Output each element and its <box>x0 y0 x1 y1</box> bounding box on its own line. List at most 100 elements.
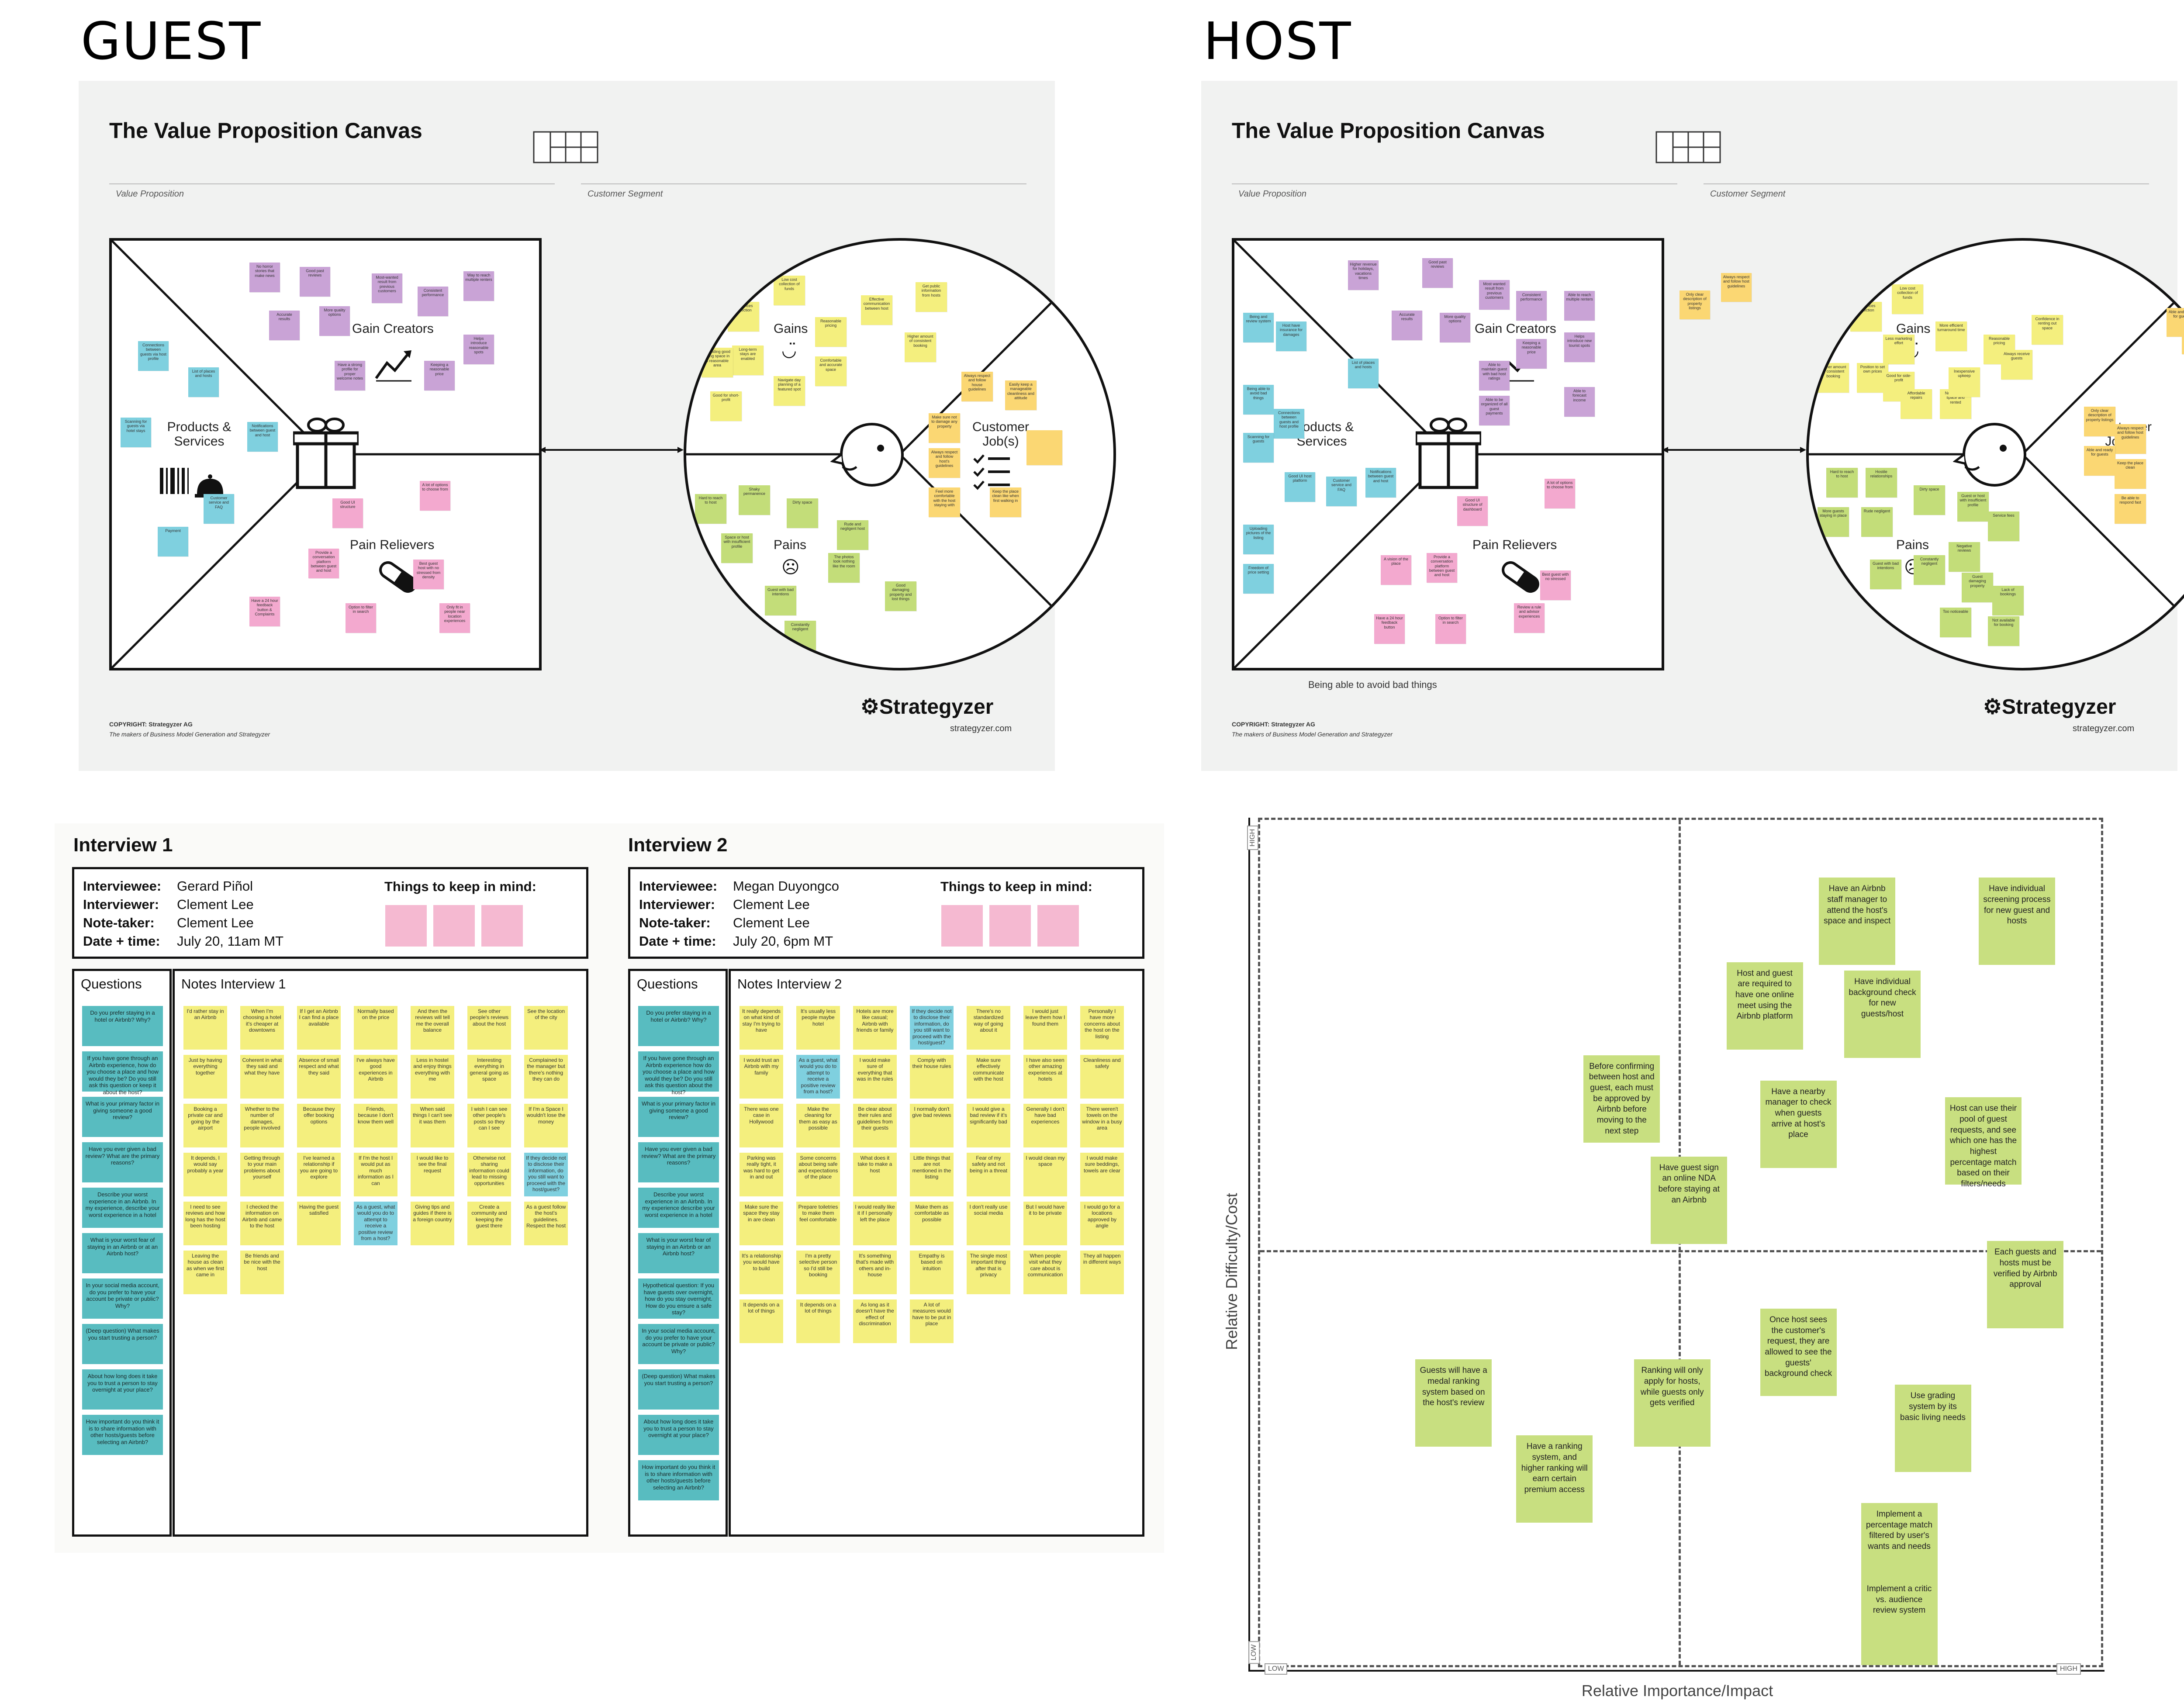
sticky-note-pains-c: Hostile relationships <box>1866 468 1897 498</box>
note-sticky: As a guest, what would you do to attempt… <box>354 1202 397 1245</box>
idea-sticky: Ranking will only apply for hosts, while… <box>1634 1359 1711 1447</box>
note-sticky: It depends on a lot of things <box>796 1299 840 1343</box>
interview1-title: Interview 1 <box>73 834 173 856</box>
strategyzer-url: strategyzer.com <box>950 724 1012 733</box>
gain-creators-label: Gain Creators <box>1475 321 1556 336</box>
sticky-note-pains-c: Rude negligent <box>1861 507 1893 537</box>
note-sticky: I've learned a relationship if you are g… <box>297 1153 341 1196</box>
customer-segment-label: Customer Segment <box>1710 189 1786 199</box>
note-sticky: I would go for a locations approved by a… <box>1080 1202 1124 1245</box>
note-sticky: When I'm choosing a hotel it's cheaper a… <box>240 1006 284 1050</box>
guest-value-proposition-canvas: The Value Proposition Canvas Value Propo… <box>79 81 1116 771</box>
fit-arrows <box>539 447 684 453</box>
sticky-note-gains-c: Less marketing effort <box>1883 335 1914 364</box>
date-label: Date + time: <box>639 933 716 949</box>
sticky-note-pains-c: Too noticeable <box>1940 608 1971 637</box>
sticky-note-gain: No horror stories that make news <box>249 263 280 292</box>
gains-label: Gains <box>1896 321 1931 336</box>
sticky-note-product: Good UI host platform <box>1285 472 1315 502</box>
sticky-note-pain-rel: Review a rule and advisor experiences <box>1514 603 1545 633</box>
customer-profile-circle: Gains Customer Job(s) Pains ◡̈ ☹ Low cos… <box>684 238 1116 670</box>
note-sticky: Getting through to your main problems ab… <box>240 1153 284 1196</box>
question-card: What is your primary factor in giving so… <box>82 1097 163 1137</box>
interviewee-label: Interviewee: <box>83 878 162 894</box>
note-sticky: Some concerns about being safe and expec… <box>796 1153 840 1196</box>
question-card: Do you prefer staying in a hotel or Airb… <box>82 1006 163 1046</box>
sticky-note-pains-c: Guest damaging property <box>1962 573 1993 602</box>
sticky-note-product: Customer service and FAQ <box>204 494 234 524</box>
notes-heading: Notes Interview 1 <box>181 976 286 992</box>
sticky-note-product: Notifications between guest and host <box>1365 468 1396 498</box>
sticky-note-pain-rel: Good UI structure <box>332 498 363 528</box>
x-high-tag: HIGH <box>2056 1663 2081 1675</box>
sticky-note-gain: Have a strong profile for proper welcome… <box>335 361 365 390</box>
note-sticky: Having the guest satisfied <box>297 1202 341 1245</box>
sticky-note-jobs-extra: Keep the place clean <box>2182 325 2184 354</box>
note-sticky: I normally don't give bad reviews <box>910 1104 954 1147</box>
sticky-note-jobs-extra: Always respect and follow host guideline… <box>1721 273 1752 302</box>
idea-sticky: Implement a percentage match filtered by… <box>1861 1503 1938 1591</box>
sticky-note-gains-c: Providing good living space in a reasona… <box>702 348 733 377</box>
interview2-info: Interviewee: Megan Duyongco Interviewer: C… <box>628 867 1144 959</box>
question-card: Describe your worst experience in an Air… <box>82 1188 163 1228</box>
customer-face-icon <box>830 423 904 487</box>
note-sticky: Coherent in what they said and what they… <box>240 1055 284 1099</box>
note-sticky: See the location of the city <box>524 1006 568 1050</box>
value-map-square: Gain Creators Products & Services Pain R… <box>1232 238 1664 670</box>
sticky-note-pains-c: Lack of bookings <box>1992 586 2024 615</box>
note-sticky: Friends, because I don't know them well <box>354 1104 397 1147</box>
note-sticky: I would like to see the final request <box>411 1153 454 1196</box>
idea-sticky: Have a nearby manager to check when gues… <box>1760 1080 1837 1168</box>
sticky-note-pains-c: Dirty space <box>787 498 818 528</box>
note-sticky: There weren't towels on the window in a … <box>1080 1104 1124 1147</box>
sticky-note-product: Scanning for guests via hotel stays <box>121 418 151 447</box>
interviewee-value: Gerard Piñol <box>177 878 253 894</box>
question-card: In your social media account, do you pre… <box>82 1279 163 1319</box>
note-sticky: Be friends and be nice with the host <box>240 1251 284 1294</box>
idea-sticky: Have a ranking system, and higher rankin… <box>1516 1435 1593 1523</box>
matrix-horizontal-divider <box>1260 1250 2101 1252</box>
sticky-note-pains-c: Guest with bad intentions <box>765 586 796 615</box>
gain-creators-label: Gain Creators <box>352 321 434 336</box>
note-sticky: If I get an Airbnb I can find a place av… <box>297 1006 341 1050</box>
sticky-note-pains-c: Guest with bad intentions <box>1870 560 1901 589</box>
note-sticky: It really depends on what kind of stay I… <box>740 1006 783 1050</box>
note-sticky: When people visit what they care about i… <box>1023 1251 1067 1294</box>
keep-in-mind-note <box>941 905 983 947</box>
note-sticky: I've always have good experiences in Air… <box>354 1055 397 1099</box>
note-sticky: As a guest, what would you do to attempt… <box>796 1055 840 1099</box>
sticky-note-gains-c: Get public information from hosts <box>916 282 947 312</box>
note-sticky: Complained to the manager but there's no… <box>524 1055 568 1099</box>
sticky-note-gains-c: Good for short-profit <box>710 391 742 421</box>
sticky-note-pain-rel: Good UI structure of dashboard <box>1457 496 1488 526</box>
sticky-note-gain: More quality options <box>319 306 350 336</box>
note-sticky: Fear of my safety and not being in a thr… <box>967 1153 1010 1196</box>
note-sticky: If I'm a Space I wouldn't lose the money <box>524 1104 568 1147</box>
note-sticky: I don't really use social media <box>967 1202 1010 1245</box>
matrix-quadrants: Have an Airbnb staff manager to attend t… <box>1258 818 2103 1667</box>
note-sticky: Because they offer booking options <box>297 1104 341 1147</box>
notetaker-value: Clement Lee <box>177 915 254 930</box>
question-card: Hypothetical question: If you have guest… <box>638 1279 719 1319</box>
interviewee-value: Megan Duyongco <box>733 878 839 894</box>
note-sticky: Absence of small respect and what they s… <box>297 1055 341 1099</box>
value-map-dividers <box>112 241 539 668</box>
note-sticky: I have also seen other amazing experienc… <box>1023 1055 1067 1099</box>
notetaker-label: Note-taker: <box>639 915 711 930</box>
note-sticky: It's a relationship you would have to bu… <box>740 1251 783 1294</box>
sticky-note-pains-c: Rude and negligent host <box>837 520 868 550</box>
sticky-note-jobs: Make sure not to damage any property <box>929 413 960 443</box>
sticky-note-gains-c: Higher amount of consistent booking <box>905 332 936 362</box>
sticky-note-jobs: Feel more comfortable with the host stay… <box>929 487 960 517</box>
customer-segment-label: Customer Segment <box>587 189 663 199</box>
note-sticky: Little things that are not mentioned in … <box>910 1153 954 1196</box>
question-card: How important do you think it is to shar… <box>638 1460 719 1500</box>
sticky-note-product: List of places and hosts <box>1348 359 1379 388</box>
sticky-note-jobs: Easily keep a manageable cleanliness and… <box>1005 380 1037 410</box>
sticky-note-gain: Good past reviews <box>1422 258 1453 288</box>
customer-segment-line <box>581 183 1026 184</box>
canvas-title: The Value Proposition Canvas <box>109 118 422 143</box>
makers-text: The makers of Business Model Generation … <box>109 731 270 738</box>
sticky-note-pain-rel: Only fit in people near location experie… <box>439 603 470 633</box>
sticky-note-gain: More quality options <box>1440 313 1470 342</box>
